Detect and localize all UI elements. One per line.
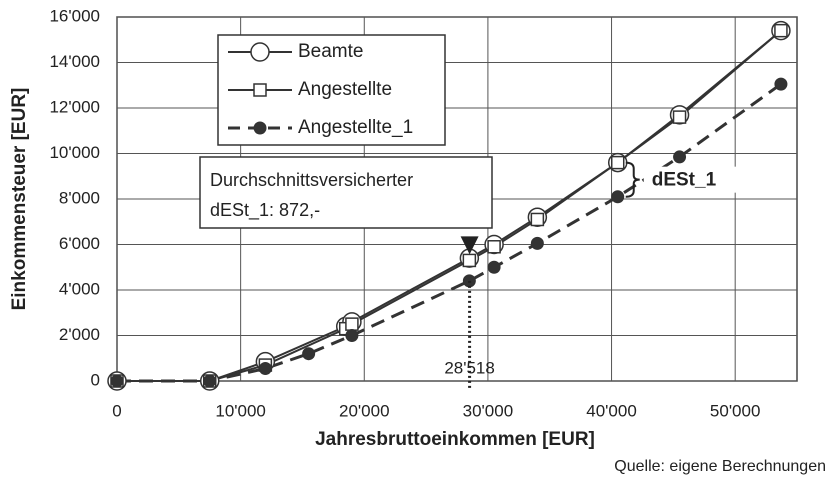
marker bbox=[611, 190, 625, 204]
y-tick-label: 6'000 bbox=[59, 234, 100, 253]
marker bbox=[673, 150, 687, 164]
marker bbox=[774, 77, 788, 91]
marker bbox=[487, 260, 501, 274]
source: Quelle: eigene Berechnungen bbox=[614, 458, 826, 475]
x-tick-label: 50'000 bbox=[710, 401, 761, 420]
marker bbox=[250, 42, 270, 62]
series-line bbox=[117, 82, 782, 383]
x-tick-label: 20'000 bbox=[339, 401, 390, 420]
marker bbox=[253, 83, 267, 97]
marker bbox=[672, 110, 687, 124]
x-tick-label: 10'000 bbox=[215, 401, 266, 420]
annotation-box bbox=[199, 156, 493, 229]
difference-label: dESt_1 bbox=[652, 170, 717, 191]
marker bbox=[530, 212, 545, 227]
x-tick-label: 0 bbox=[112, 401, 121, 420]
y-tick-label: 16'000 bbox=[49, 6, 100, 25]
legend: Beamte Angestellte Angestellte_1 bbox=[217, 34, 446, 146]
marker bbox=[302, 347, 316, 361]
marker bbox=[203, 374, 217, 388]
annotation-text: Durchschnittsversicherter bbox=[210, 170, 413, 190]
marker bbox=[345, 329, 359, 342]
marker bbox=[253, 121, 267, 135]
marker bbox=[345, 317, 359, 331]
y-tick-label: 2'000 bbox=[59, 325, 100, 344]
marker bbox=[462, 253, 477, 268]
marker bbox=[530, 236, 544, 250]
legend-label: Beamte bbox=[298, 41, 363, 62]
y-tick-label: 8'000 bbox=[59, 188, 100, 207]
marker bbox=[610, 155, 625, 170]
marker bbox=[110, 374, 124, 388]
legend-label: Angestellte bbox=[298, 79, 392, 100]
average-arrow bbox=[460, 236, 479, 255]
y-axis-title: Einkommensteuer [EUR] bbox=[9, 88, 30, 311]
legend-label: Angestellte_1 bbox=[298, 117, 413, 138]
y-tick-label: 0 bbox=[91, 370, 100, 389]
y-tick-label: 12'000 bbox=[49, 97, 100, 116]
y-tick-label: 4'000 bbox=[59, 279, 100, 298]
y-tick-label: 10'000 bbox=[49, 143, 100, 162]
difference-brace bbox=[625, 161, 640, 198]
x-tick-label: 30'000 bbox=[463, 401, 514, 420]
marker bbox=[258, 361, 272, 375]
x-axis-title: Jahresbruttoeinkommen [EUR] bbox=[315, 429, 595, 450]
marker bbox=[774, 23, 788, 38]
annotation-text: dESt_1: 872,- bbox=[210, 200, 320, 221]
y-tick-label: 14'000 bbox=[49, 52, 100, 71]
marker bbox=[487, 240, 501, 254]
difference-label-bg bbox=[643, 166, 740, 193]
average-label: 28'518 bbox=[444, 358, 495, 377]
x-tick-label: 40'000 bbox=[586, 401, 637, 420]
